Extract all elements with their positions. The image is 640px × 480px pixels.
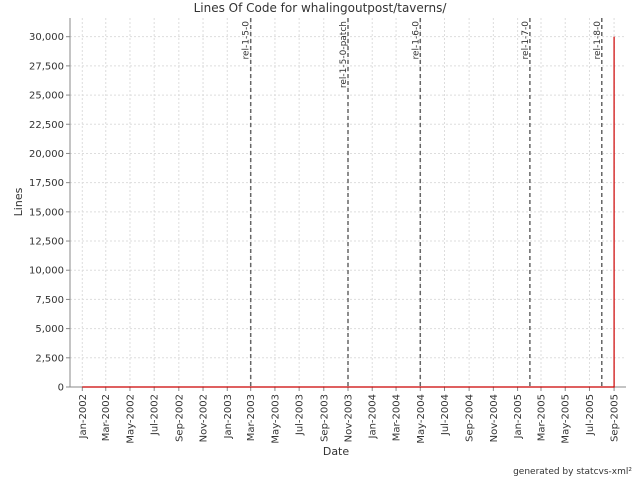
y-tick-label: 10,000 bbox=[29, 266, 64, 277]
y-tick-label: 17,500 bbox=[29, 178, 64, 189]
release-label: rel-1-5-0-patch bbox=[339, 21, 349, 88]
y-tick-label: 30,000 bbox=[29, 32, 64, 43]
x-tick-label: Jan-2004 bbox=[368, 394, 379, 439]
x-tick-label: May-2003 bbox=[270, 394, 281, 444]
y-tick-label: 12,500 bbox=[29, 237, 64, 248]
y-axis-label: Lines bbox=[12, 187, 25, 216]
x-tick-label: Jan-2002 bbox=[78, 394, 89, 439]
y-tick-label: 15,000 bbox=[29, 207, 64, 218]
x-tick-label: Sep-2003 bbox=[319, 394, 330, 442]
x-tick-label: May-2005 bbox=[561, 394, 572, 444]
release-label: rel-1-7-0 bbox=[521, 21, 531, 60]
x-tick-label: Jul-2002 bbox=[150, 394, 161, 436]
x-tick-label: Nov-2002 bbox=[199, 394, 210, 442]
x-tick-label: Sep-2005 bbox=[610, 394, 621, 442]
x-tick-label: May-2004 bbox=[416, 394, 427, 444]
x-tick-label: Sep-2004 bbox=[465, 394, 476, 442]
x-tick-label: Jan-2003 bbox=[223, 394, 234, 439]
x-tick-label: Jul-2003 bbox=[295, 394, 306, 436]
x-axis-label: Date bbox=[323, 445, 350, 458]
release-label: rel-1-6-0 bbox=[411, 21, 421, 60]
x-tick-label: Jul-2005 bbox=[585, 394, 596, 436]
y-tick-label: 5,000 bbox=[35, 324, 64, 335]
x-tick-label: Mar-2004 bbox=[392, 394, 403, 441]
x-tick-label: Mar-2002 bbox=[101, 394, 112, 441]
x-tick-label: Nov-2003 bbox=[344, 394, 355, 442]
y-tick-label: 20,000 bbox=[29, 149, 64, 160]
x-tick-label: May-2002 bbox=[125, 394, 136, 444]
x-tick-label: Mar-2003 bbox=[246, 394, 257, 441]
release-label: rel-1-8-0 bbox=[593, 21, 603, 60]
x-tick-label: Sep-2002 bbox=[174, 394, 185, 442]
x-tick-label: Mar-2005 bbox=[537, 394, 548, 441]
loc-line bbox=[82, 36, 615, 388]
y-tick-label: 25,000 bbox=[29, 91, 64, 102]
x-tick-label: Jan-2005 bbox=[513, 394, 524, 439]
y-tick-label: 27,500 bbox=[29, 61, 64, 72]
x-tick-label: Jul-2004 bbox=[440, 394, 451, 436]
y-tick-label: 0 bbox=[58, 383, 64, 394]
y-tick-label: 2,500 bbox=[35, 353, 64, 364]
chart-title: Lines Of Code for whalingoutpost/taverns… bbox=[194, 1, 448, 15]
y-tick-label: 7,500 bbox=[35, 295, 64, 306]
y-tick-label: 22,500 bbox=[29, 120, 64, 131]
x-tick-label: Nov-2004 bbox=[489, 394, 500, 442]
footer: generated by statcvs-xml² bbox=[513, 467, 632, 477]
release-label: rel-1-5-0 bbox=[242, 21, 252, 60]
